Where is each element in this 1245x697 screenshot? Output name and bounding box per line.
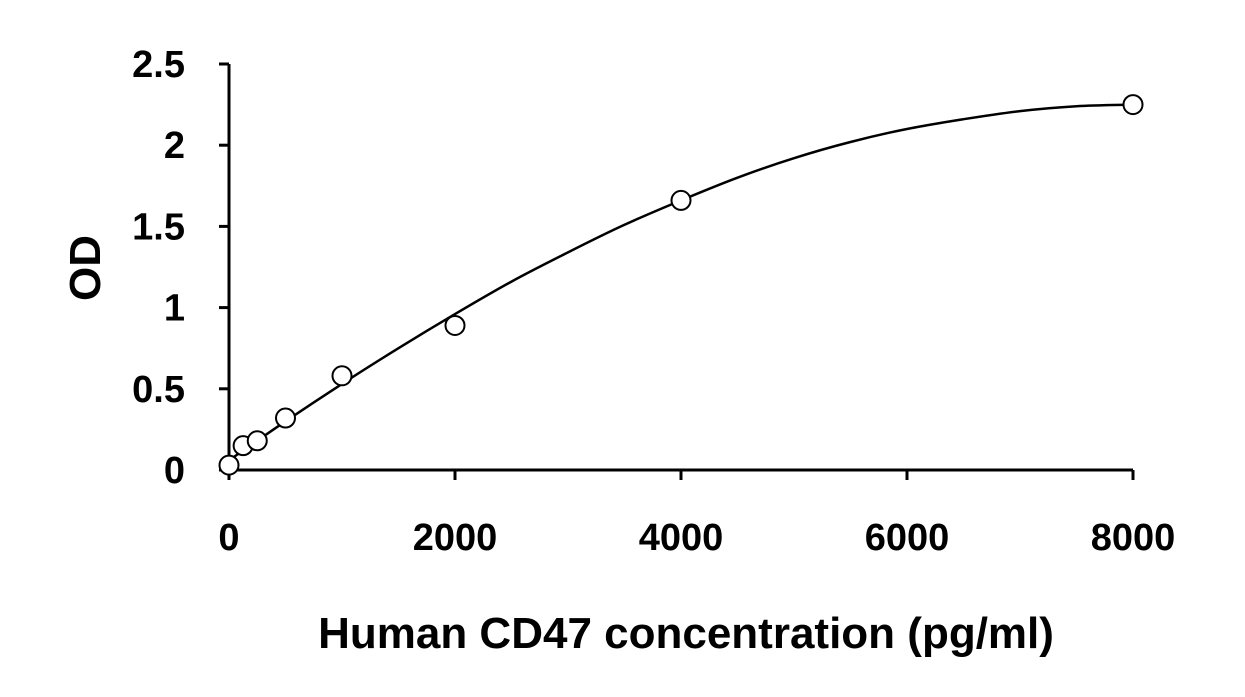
x-tick-label: 6000 (865, 517, 950, 559)
x-ticks: 0 2000 4000 6000 8000 (218, 470, 1175, 559)
y-tick-label: 2 (164, 125, 185, 167)
x-axis-title: Human CD47 concentration (pg/ml) (318, 609, 1054, 658)
data-point (218, 454, 240, 476)
data-point (444, 314, 466, 336)
x-tick-label: 2000 (413, 517, 498, 559)
data-point (331, 365, 353, 387)
fit-curve (228, 103, 1134, 462)
data-point (275, 407, 296, 429)
data-point (1122, 94, 1144, 116)
axes (227, 64, 1133, 472)
y-tick-label: 0.5 (132, 369, 185, 411)
y-tick-label: 1.5 (132, 206, 185, 248)
data-points (218, 94, 1144, 476)
y-tick-label: 0 (164, 450, 185, 492)
x-tick-label: 4000 (639, 517, 724, 559)
y-tick-label: 1 (164, 288, 185, 330)
y-tick-label: 2.5 (132, 44, 185, 86)
x-tick-label: 0 (218, 517, 239, 559)
y-axis-title: OD (61, 235, 110, 301)
x-tick-label: 8000 (1091, 517, 1176, 559)
data-point (246, 430, 268, 452)
data-point (670, 189, 692, 211)
y-ticks: 0 0.5 1 1.5 2 2.5 (132, 44, 229, 492)
